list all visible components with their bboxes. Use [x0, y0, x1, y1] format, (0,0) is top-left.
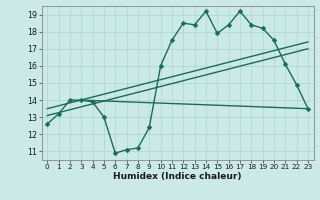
X-axis label: Humidex (Indice chaleur): Humidex (Indice chaleur): [113, 172, 242, 181]
